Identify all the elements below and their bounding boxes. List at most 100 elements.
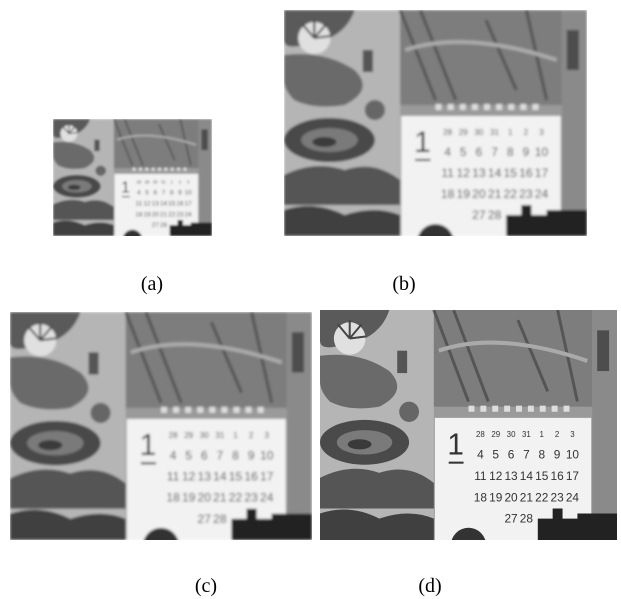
calendar-day: 14 xyxy=(160,201,168,208)
calendar-day: 10 xyxy=(535,145,549,159)
calendar-day: 2 xyxy=(249,431,254,440)
calendar-day: 20 xyxy=(152,211,160,218)
calendar-day: 2 xyxy=(524,128,529,137)
calendar-day: 24 xyxy=(566,490,580,504)
calendar-day: 4 xyxy=(137,190,141,197)
calendar-day: 30 xyxy=(200,431,209,440)
calendar-day: 17 xyxy=(535,166,549,180)
calendar-day: 8 xyxy=(232,448,239,462)
calendar-day: 20 xyxy=(472,187,486,201)
calendar-day: 28 xyxy=(520,512,534,526)
calendar-day: 31 xyxy=(161,180,166,185)
calendar-day: 31 xyxy=(522,430,531,439)
panel-caption: (d) xyxy=(418,575,441,597)
calendar-day: 29 xyxy=(184,431,193,440)
calendar-day: 7 xyxy=(523,447,530,461)
calendar-day: 27 xyxy=(504,512,518,526)
calendar-day: 7 xyxy=(217,448,224,462)
calendar-day: 17 xyxy=(185,201,193,208)
calendar-day: 20 xyxy=(504,490,518,504)
calendar-day: 27 xyxy=(152,222,160,229)
calendar-day: 28 xyxy=(136,180,141,185)
calendar-day: 21 xyxy=(160,211,168,218)
calendar-day: 29 xyxy=(459,128,469,137)
calendar-day: 1 xyxy=(233,431,238,440)
calendar-day: 13 xyxy=(152,201,160,208)
calendar-day: 30 xyxy=(507,430,516,439)
calendar-day: 10 xyxy=(566,447,580,461)
calendar-day: 17 xyxy=(566,469,580,483)
calendar-day: 9 xyxy=(178,190,182,197)
calendar-day: 23 xyxy=(176,211,184,218)
calendar-day: 6 xyxy=(508,447,515,461)
panel-caption: (b) xyxy=(392,273,415,295)
calendar-day: 22 xyxy=(168,211,176,218)
calendar-day: 27 xyxy=(198,512,212,526)
calendar-day: 15 xyxy=(229,469,243,483)
calendar-day: 11 xyxy=(167,469,180,483)
calendar-day: 21 xyxy=(213,491,227,505)
calendar-day: 4 xyxy=(170,448,177,462)
calendar-day: 14 xyxy=(520,469,534,483)
calendar-day: 9 xyxy=(554,447,561,461)
calendar-day: 24 xyxy=(260,491,274,505)
calendar-day: 18 xyxy=(474,490,488,504)
calendar-day: 23 xyxy=(519,187,533,201)
calendar-day: 16 xyxy=(244,469,258,483)
calendar-day: 19 xyxy=(457,187,471,201)
calendar-day: 30 xyxy=(474,128,484,137)
calendar-day: 12 xyxy=(144,201,152,208)
calendar-month: 1 xyxy=(121,180,130,197)
calendar-month: 1 xyxy=(447,428,464,461)
calendar-day: 5 xyxy=(145,190,149,197)
calendar-day: 24 xyxy=(535,187,549,201)
calendar-day: 1 xyxy=(508,128,513,137)
calendar-day: 16 xyxy=(176,201,184,208)
calendar-day: 13 xyxy=(504,469,518,483)
calendar-day: 23 xyxy=(244,491,258,505)
calendar-day: 9 xyxy=(248,448,255,462)
calendar-day: 27 xyxy=(472,208,486,222)
calendar-day: 8 xyxy=(507,145,514,159)
calendar-day: 19 xyxy=(182,491,196,505)
calendar-day: 11 xyxy=(136,201,143,208)
calendar-day: 28 xyxy=(476,430,485,439)
calendar-day: 11 xyxy=(474,469,487,483)
calendar-day: 5 xyxy=(492,447,499,461)
calendar-day: 11 xyxy=(441,166,454,180)
calendar-day: 6 xyxy=(201,448,208,462)
calendar-day: 20 xyxy=(198,491,212,505)
calendar-day: 2 xyxy=(555,430,560,439)
calendar-day: 31 xyxy=(215,431,224,440)
calendar-day: 18 xyxy=(441,187,455,201)
calendar-day: 29 xyxy=(145,180,150,185)
calendar-day: 12 xyxy=(489,469,503,483)
calendar-day: 5 xyxy=(185,448,192,462)
calendar-day: 21 xyxy=(520,490,534,504)
calendar-day: 4 xyxy=(477,447,484,461)
calendar-day: 8 xyxy=(170,190,174,197)
calendar-day: 28 xyxy=(488,208,502,222)
calendar-day: 4 xyxy=(444,145,451,159)
calendar-day: 28 xyxy=(443,128,453,137)
calendar-day: 19 xyxy=(489,490,503,504)
calendar-day: 29 xyxy=(491,430,500,439)
calendar-day: 3 xyxy=(570,430,575,439)
calendar-day: 28 xyxy=(213,512,227,526)
panel-caption: (a) xyxy=(141,273,163,295)
calendar-day: 30 xyxy=(153,180,158,185)
panel-caption: (c) xyxy=(195,575,217,597)
calendar-day: 12 xyxy=(182,469,196,483)
calendar-day: 13 xyxy=(198,469,212,483)
calendar-day: 18 xyxy=(166,491,180,505)
calendar-day: 15 xyxy=(535,469,549,483)
calendar-day: 9 xyxy=(523,145,530,159)
calendar-day: 7 xyxy=(491,145,498,159)
calendar-day: 31 xyxy=(490,128,500,137)
